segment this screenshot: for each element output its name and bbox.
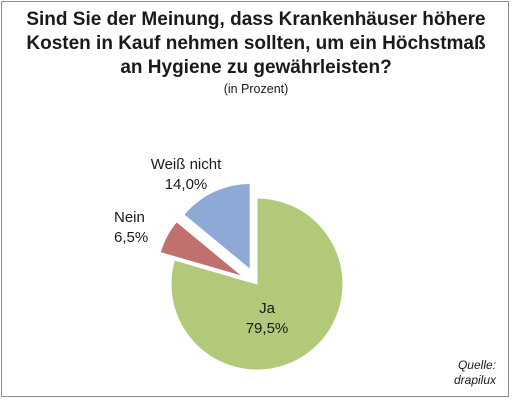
pie-slice-nein <box>159 220 244 277</box>
pie-slice-weiss-nicht <box>183 183 251 271</box>
slice-label-ja: Ja 79,5% <box>238 299 296 339</box>
chart-title-line-3: an Hygiene zu gewährleisten? <box>120 57 392 78</box>
slice-label-ja-name: Ja <box>259 300 275 317</box>
source-note: Quelle: drapilux <box>454 358 496 388</box>
chart-title: Sind Sie der Meinung, dass Krankenhäuser… <box>2 8 510 80</box>
pie-slice-ja <box>170 197 344 371</box>
chart-subtitle: (in Prozent) <box>223 82 289 96</box>
slice-label-nein: Nein 6,5% <box>114 208 148 248</box>
slice-label-ja-value: 79,5% <box>245 320 289 337</box>
slice-label-weiss-nicht-value: 14,0% <box>164 176 208 193</box>
slice-label-nein-value: 6,5% <box>114 229 149 246</box>
source-line-2: drapilux <box>453 373 496 387</box>
chart-title-line-1: Sind Sie der Meinung, dass Krankenhäuser… <box>26 9 486 30</box>
slice-label-weiss-nicht-name: Weiß nicht <box>150 156 222 173</box>
slice-label-weiss-nicht: Weiß nicht 14,0% <box>134 155 238 195</box>
slice-label-nein-name: Nein <box>114 209 145 226</box>
source-line-1: Quelle: <box>457 358 496 372</box>
chart-title-line-2: Kosten in Kauf nehmen sollten, um ein Hö… <box>26 33 486 54</box>
